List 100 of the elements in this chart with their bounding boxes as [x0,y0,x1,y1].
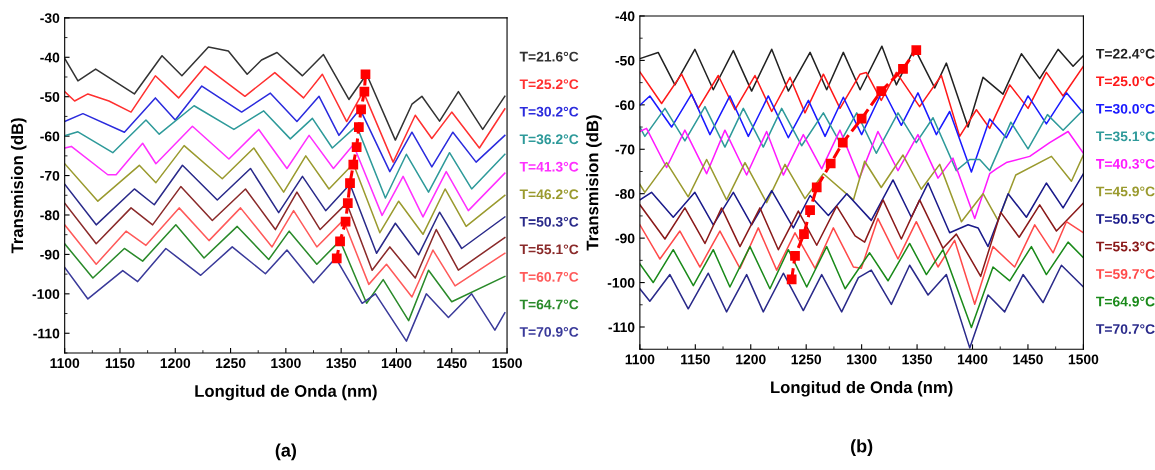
line-series [639,45,1084,128]
text: T=64.9°C [1096,296,1155,307]
y-tick-label: -100 [607,277,635,288]
x-tick-label: 1350 [902,354,932,365]
x-tick-label: 1400 [957,354,988,365]
y-tick-label: -70 [615,144,635,155]
point [342,198,353,209]
point [335,236,345,247]
x-tick-label: 1300 [847,354,877,365]
series-label: T=40.3°C [1096,158,1155,169]
y-tick-label: -90 [40,249,60,260]
point [786,274,797,285]
series-label: T=60.7°C [519,271,579,282]
series-label: T=45.9°C [1096,186,1155,197]
y-tick-label: -110 [33,328,60,339]
x-tick-label: 1400 [381,358,412,369]
point [340,216,351,227]
point [356,104,366,115]
series-label: T=35.1°C [1096,131,1155,142]
text: T=70.7°C [1096,324,1155,334]
series-label: T=46.2°C [519,189,579,200]
point [790,251,800,261]
x-tick-label: 1500 [492,358,522,369]
line-series [64,125,506,218]
point [876,86,887,96]
series-label: T=64.7°C [519,299,579,310]
point [331,253,342,264]
x-tick-label: 1350 [326,358,357,369]
series-label: T=55.1°C [519,244,579,255]
line-series [64,46,506,141]
point [348,159,359,170]
text: T=59.7°C [1096,269,1155,279]
y-tick-label: -60 [615,100,635,111]
line-series [639,241,1084,329]
y-tick-label: -60 [40,131,60,142]
text: T=21.6°C [519,51,579,62]
y-axis-title: Transmision (dB) [10,118,27,254]
y-axis-title: Transmision (dB) [586,115,602,251]
point [345,178,355,188]
series-label: T=30.2°C [519,106,579,117]
text: T=55.3°C [1096,241,1155,252]
y-tick-label: -40 [615,11,635,22]
series-label: T=30.0°C [1096,103,1155,114]
x-tick-label: 1250 [791,354,822,365]
line-series [64,85,506,173]
x-tick-label: 1250 [215,358,246,369]
line-series [639,154,1084,223]
x-tick-label: 1100 [50,358,80,369]
x-tick-label: 1150 [105,358,135,369]
point [825,158,836,169]
x-tick-label: 1300 [271,358,301,369]
y-tick-label: -80 [40,210,60,221]
text: (a) [275,443,296,461]
series-label: T=22.4°C [1096,48,1155,59]
x-tick-label: 1450 [1013,354,1043,365]
series-label: T=25.2°C [519,79,579,90]
line-series [639,105,1084,172]
line-series [64,144,506,236]
line-series [639,199,1084,278]
text: T=50.5°C [1096,214,1155,224]
line-series [64,185,506,279]
y-tick-label: -40 [40,52,60,63]
line-series [64,207,506,298]
point [351,142,362,153]
y-tick-label: -50 [40,92,60,102]
y-tick-label: -30 [40,13,60,24]
y-tick-label: -70 [40,170,60,181]
series-label: T=50.3°C [519,216,579,227]
y-tick-label: -110 [608,322,635,333]
line-series [639,217,1084,306]
x-tick-label: 1100 [625,354,655,365]
y-tick-label: -50 [615,55,635,66]
x-axis-title: Longitud de Onda (nm) [195,384,377,401]
y-tick-label: -90 [615,233,635,244]
x-axis-title: Longitud de Onda (nm) [771,380,953,397]
line-series [64,105,506,199]
point [799,229,809,239]
point [911,45,922,56]
point [360,69,371,80]
point [898,63,908,74]
x-tick-label: 1200 [736,354,766,365]
series-label: T=36.2°C [519,134,579,145]
series-label: T=41.3°C [519,161,579,172]
line-series [64,164,506,256]
x-tick-label: 1450 [437,358,467,369]
line-series [64,224,506,322]
x-tick-label: 1500 [1068,354,1099,365]
x-tick-label: 1150 [681,354,710,365]
point [837,137,848,148]
text: (b) [851,439,873,457]
series-label: T=25.0°C [1096,76,1155,87]
y-tick-label: -100 [32,289,60,299]
line-series [639,127,1084,220]
x-tick-label: 1200 [160,358,191,369]
point [811,182,822,193]
point [353,122,364,132]
line-series [64,65,506,163]
series-label: T=70.9°C [519,327,579,337]
line-series [64,246,506,342]
point [805,205,815,216]
